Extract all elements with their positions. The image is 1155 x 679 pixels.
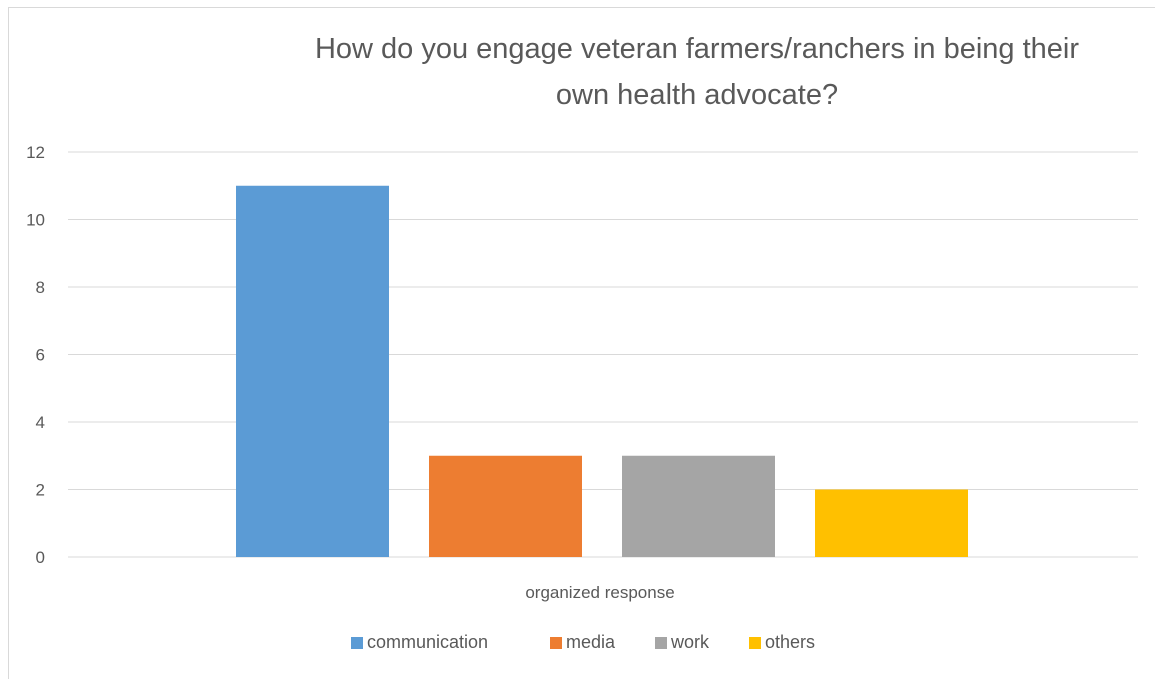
chart-title-line-2: own health advocate? bbox=[556, 79, 838, 111]
bar-media bbox=[429, 455, 582, 557]
chart-title-line-1: How do you engage veteran farmers/ranche… bbox=[315, 33, 1079, 65]
legend-swatch-others bbox=[749, 637, 761, 649]
legend-label-others: others bbox=[765, 632, 815, 652]
legend-swatch-work bbox=[655, 637, 667, 649]
y-tick-label: 10 bbox=[26, 211, 45, 230]
bar-work bbox=[622, 455, 775, 557]
bar-others bbox=[815, 489, 968, 557]
legend-label-work: work bbox=[670, 632, 710, 652]
legend: communication media work others bbox=[351, 632, 815, 652]
x-axis-category-label: organized response bbox=[525, 583, 674, 602]
chart-title: How do you engage veteran farmers/ranche… bbox=[315, 33, 1079, 111]
y-tick-label: 8 bbox=[36, 278, 45, 297]
legend-swatch-media bbox=[550, 637, 562, 649]
legend-swatch-communication bbox=[351, 637, 363, 649]
y-tick-label: 6 bbox=[36, 346, 45, 365]
gridlines bbox=[68, 151, 1138, 558]
legend-label-media: media bbox=[566, 632, 616, 652]
y-tick-label: 2 bbox=[36, 481, 45, 500]
y-axis-tick-labels: 0 2 4 6 8 10 12 bbox=[26, 143, 45, 567]
y-tick-label: 12 bbox=[26, 143, 45, 162]
legend-label-communication: communication bbox=[367, 632, 488, 652]
y-tick-label: 4 bbox=[36, 413, 45, 432]
chart-border-top bbox=[8, 7, 1155, 8]
chart-border-left bbox=[8, 7, 9, 679]
bar-communication bbox=[236, 185, 389, 557]
bars bbox=[236, 185, 968, 557]
y-tick-label: 0 bbox=[36, 548, 45, 567]
